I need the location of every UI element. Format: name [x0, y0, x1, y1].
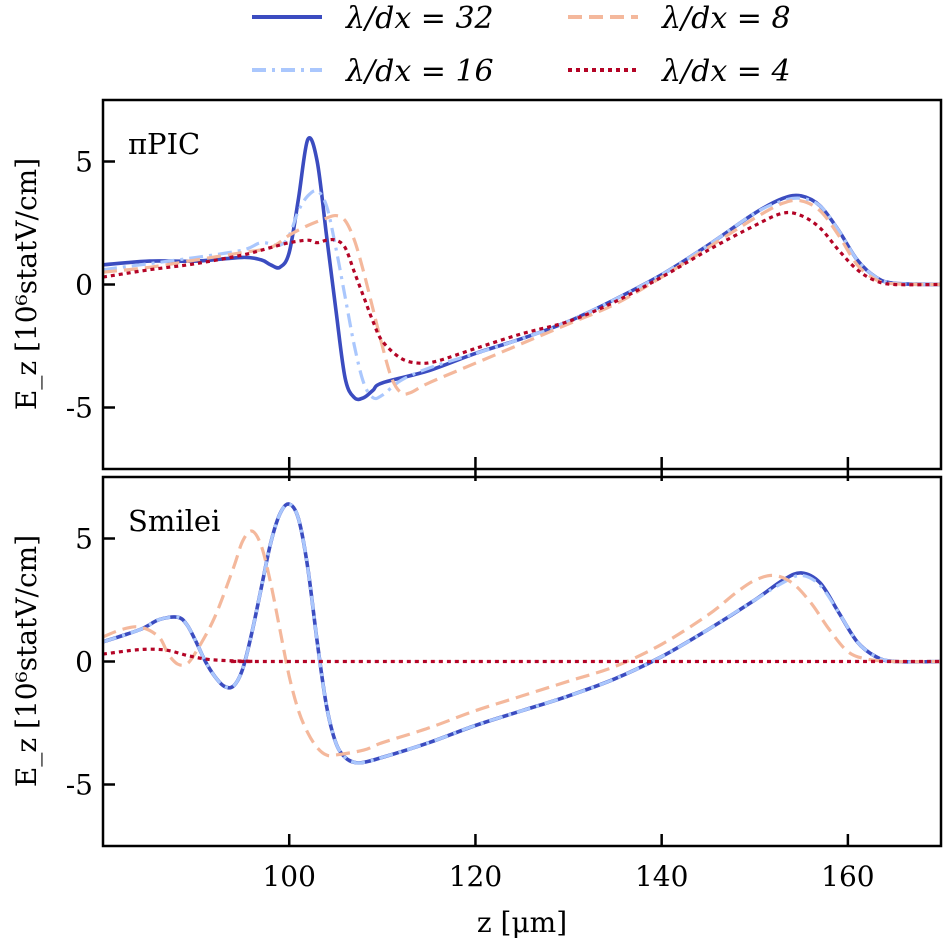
series-line-pipic-16: [103, 189, 941, 401]
series-line-smilei-16: [103, 502, 941, 765]
smilei-y-ticks: 5 0 -5: [66, 523, 115, 802]
smilei-y-axis-label: E_z [10⁶statV/cm]: [10, 535, 43, 787]
panel-pipic: 5 0 -5 πPIC E_z [10⁶statV/cm]: [10, 98, 943, 481]
pipic-x-ticks: [287, 457, 850, 481]
series-line-smilei-4: [103, 647, 941, 664]
y-tick-label: 5: [75, 146, 93, 179]
y-tick-label: 0: [75, 646, 93, 679]
series-line-pipic-4: [103, 210, 941, 365]
smilei-panel-label: Smilei: [128, 504, 220, 538]
pipic-series-group: [103, 136, 941, 402]
smilei-x-ticks: 100 120 140 160: [262, 834, 875, 893]
legend-label-dx16: λ/dx = 16: [345, 54, 494, 89]
x-tick-label: 120: [449, 860, 502, 893]
legend-label-dx32: λ/dx = 32: [345, 1, 494, 36]
y-tick-label: 0: [75, 269, 93, 302]
x-tick-label: 100: [262, 860, 315, 893]
x-tick-label: 160: [821, 860, 874, 893]
pipic-panel-label: πPIC: [128, 127, 200, 161]
legend-entry-dx8: λ/dx = 8: [568, 1, 791, 36]
y-tick-label: -5: [66, 392, 93, 425]
legend-label-dx8: λ/dx = 8: [661, 1, 791, 36]
legend-entry-dx32: λ/dx = 32: [252, 1, 494, 36]
legend-entry-dx4: λ/dx = 4: [568, 54, 791, 89]
legend-entry-dx16: λ/dx = 16: [252, 54, 494, 89]
series-line-pipic-32: [103, 136, 941, 402]
smilei-axes-frame: [101, 475, 943, 848]
smilei-series-group: [103, 502, 941, 765]
legend-label-dx4: λ/dx = 4: [661, 54, 791, 89]
pipic-y-axis-label: E_z [10⁶statV/cm]: [10, 158, 43, 410]
series-line-smilei-8: [103, 529, 941, 758]
series-line-pipic-8: [103, 198, 941, 396]
panel-smilei: 5 0 -5 100 120 140 160 Smilei E_z [10⁶statV/c…: [10, 475, 943, 893]
legend: λ/dx = 32 λ/dx = 16 λ/dx = 8 λ/dx = 4: [252, 1, 791, 89]
x-tick-label: 140: [635, 860, 688, 893]
y-tick-label: 5: [75, 523, 93, 556]
pipic-y-ticks: 5 0 -5: [66, 146, 115, 425]
y-tick-label: -5: [66, 769, 93, 802]
series-line-smilei-32: [103, 502, 941, 765]
x-axis-label: z [μm]: [477, 906, 567, 939]
pipic-axes-frame: [101, 98, 943, 471]
